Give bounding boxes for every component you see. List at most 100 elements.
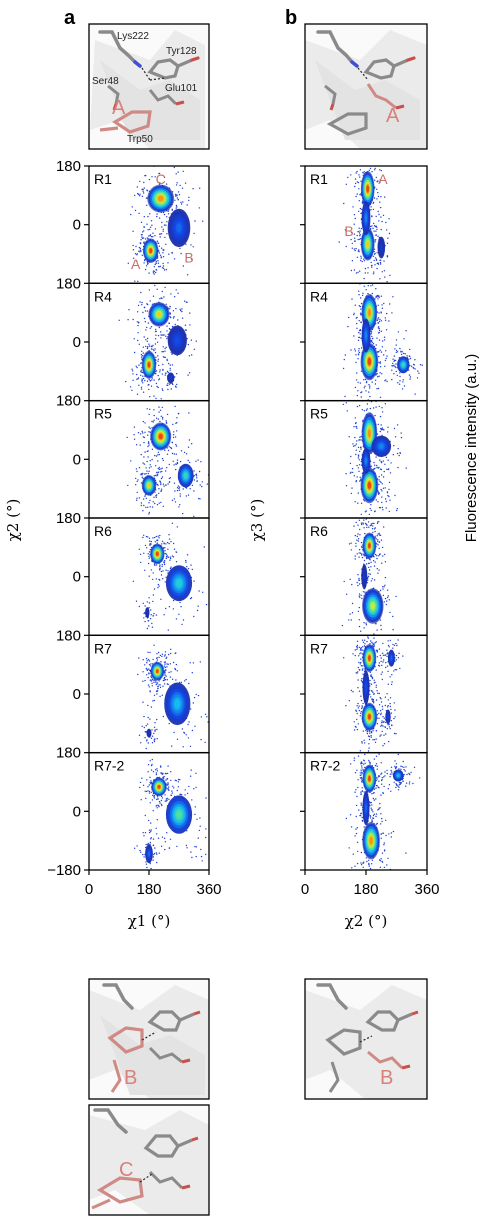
density-point (348, 847, 350, 849)
density-point (163, 560, 166, 562)
density-point (157, 418, 160, 420)
density-point (172, 608, 175, 610)
density-point (161, 221, 163, 224)
density-point (394, 765, 396, 768)
density-point (156, 240, 159, 242)
density-point (175, 453, 177, 455)
density-point (139, 433, 142, 435)
density-point (347, 176, 349, 179)
density-point (150, 236, 153, 238)
density-point (197, 837, 199, 839)
density-point (361, 707, 363, 710)
density-point (185, 844, 188, 847)
density-point (349, 578, 351, 581)
density-point (193, 696, 196, 699)
density-point (384, 276, 386, 278)
density-point (147, 771, 149, 773)
density-point (154, 330, 157, 333)
density-point (166, 413, 169, 416)
density-point (410, 365, 413, 367)
density-point (169, 838, 172, 840)
density-point (408, 781, 411, 783)
density-point (410, 771, 412, 774)
density-point (165, 557, 167, 559)
density-point (175, 193, 177, 196)
density-point (414, 359, 416, 361)
density-point (163, 665, 165, 667)
density-point (189, 775, 192, 777)
density-point (352, 206, 354, 208)
density-point (137, 311, 139, 313)
density-point (195, 772, 197, 774)
density-point (170, 652, 172, 655)
density-point (388, 218, 390, 220)
density-point (140, 504, 142, 507)
density-point (154, 271, 157, 274)
density-point (351, 260, 354, 262)
density-point (381, 817, 383, 820)
density-point (154, 176, 156, 178)
density-point (150, 676, 153, 679)
density-point (368, 759, 370, 762)
density-point (164, 772, 167, 775)
density-point (148, 597, 150, 599)
density-point (398, 454, 400, 457)
density-point (132, 580, 135, 582)
density-point (163, 176, 166, 178)
density-point (193, 479, 195, 481)
density-point (355, 710, 358, 712)
density-point (180, 201, 182, 203)
density-point (347, 325, 349, 328)
density-point (168, 542, 170, 545)
density-point (200, 461, 202, 463)
density-point (193, 580, 195, 582)
plot-frame-a (84, 165, 210, 875)
density-point (390, 766, 393, 768)
density-point (177, 319, 179, 321)
density-cluster (361, 318, 371, 353)
density-point (176, 182, 178, 184)
density-point (358, 606, 360, 609)
density-point (380, 722, 383, 724)
density-cluster (361, 412, 378, 455)
density-contour (401, 362, 405, 367)
density-point (176, 489, 179, 492)
density-point (379, 372, 381, 374)
density-point (160, 398, 162, 400)
density-point (390, 720, 392, 722)
density-point (158, 411, 160, 413)
density-point (385, 357, 387, 360)
density-point (360, 791, 362, 793)
density-point (355, 789, 357, 791)
density-point (383, 339, 386, 341)
density-point (344, 395, 346, 398)
density-point (373, 813, 376, 815)
density-point (172, 423, 174, 426)
density-point (361, 523, 363, 526)
density-point (375, 686, 377, 688)
density-point (381, 708, 384, 710)
density-point (150, 706, 153, 708)
residue-label-trp50: Trp50 (127, 134, 153, 145)
density-point (384, 726, 386, 729)
density-point (379, 261, 382, 264)
density-point (147, 562, 150, 565)
density-point (399, 375, 401, 378)
density-point (378, 753, 380, 755)
density-point (167, 213, 170, 215)
density-point (375, 295, 377, 297)
density-point (170, 771, 172, 773)
density-point (358, 646, 361, 648)
density-point (149, 718, 151, 720)
density-point (149, 760, 151, 762)
density-point (164, 581, 166, 583)
density-point (351, 612, 354, 614)
density-cluster (361, 702, 378, 731)
density-point (170, 293, 172, 295)
density-point (350, 269, 353, 272)
density-point (139, 781, 142, 784)
density-point (155, 614, 158, 616)
density-point (392, 362, 394, 365)
density-point (197, 694, 200, 697)
density-point (343, 580, 345, 583)
